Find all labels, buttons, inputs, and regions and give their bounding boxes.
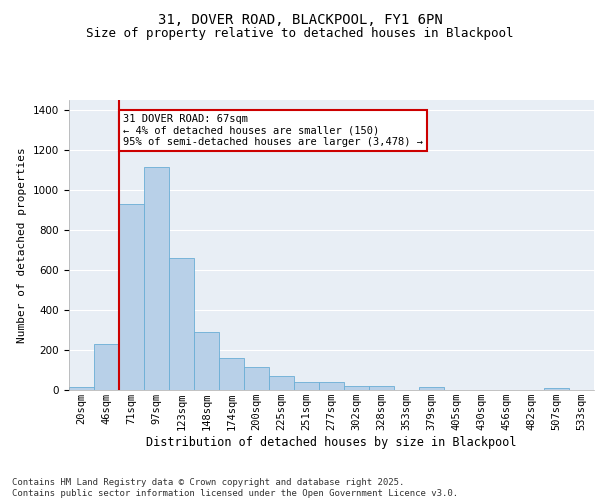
Bar <box>369 386 394 390</box>
Bar <box>244 367 269 390</box>
Bar <box>69 387 94 390</box>
Bar <box>344 386 369 390</box>
Text: 31, DOVER ROAD, BLACKPOOL, FY1 6PN: 31, DOVER ROAD, BLACKPOOL, FY1 6PN <box>158 12 442 26</box>
Bar <box>144 167 169 390</box>
X-axis label: Distribution of detached houses by size in Blackpool: Distribution of detached houses by size … <box>146 436 517 449</box>
Text: 31 DOVER ROAD: 67sqm
← 4% of detached houses are smaller (150)
95% of semi-detac: 31 DOVER ROAD: 67sqm ← 4% of detached ho… <box>123 114 423 147</box>
Bar <box>544 388 569 390</box>
Bar <box>419 387 444 390</box>
Text: Size of property relative to detached houses in Blackpool: Size of property relative to detached ho… <box>86 28 514 40</box>
Bar <box>194 332 219 390</box>
Bar <box>294 382 319 390</box>
Bar <box>219 358 244 390</box>
Bar <box>319 382 344 390</box>
Bar <box>269 376 294 390</box>
Y-axis label: Number of detached properties: Number of detached properties <box>17 147 28 343</box>
Text: Contains HM Land Registry data © Crown copyright and database right 2025.
Contai: Contains HM Land Registry data © Crown c… <box>12 478 458 498</box>
Bar <box>169 258 194 390</box>
Bar <box>119 204 144 390</box>
Bar <box>94 344 119 390</box>
